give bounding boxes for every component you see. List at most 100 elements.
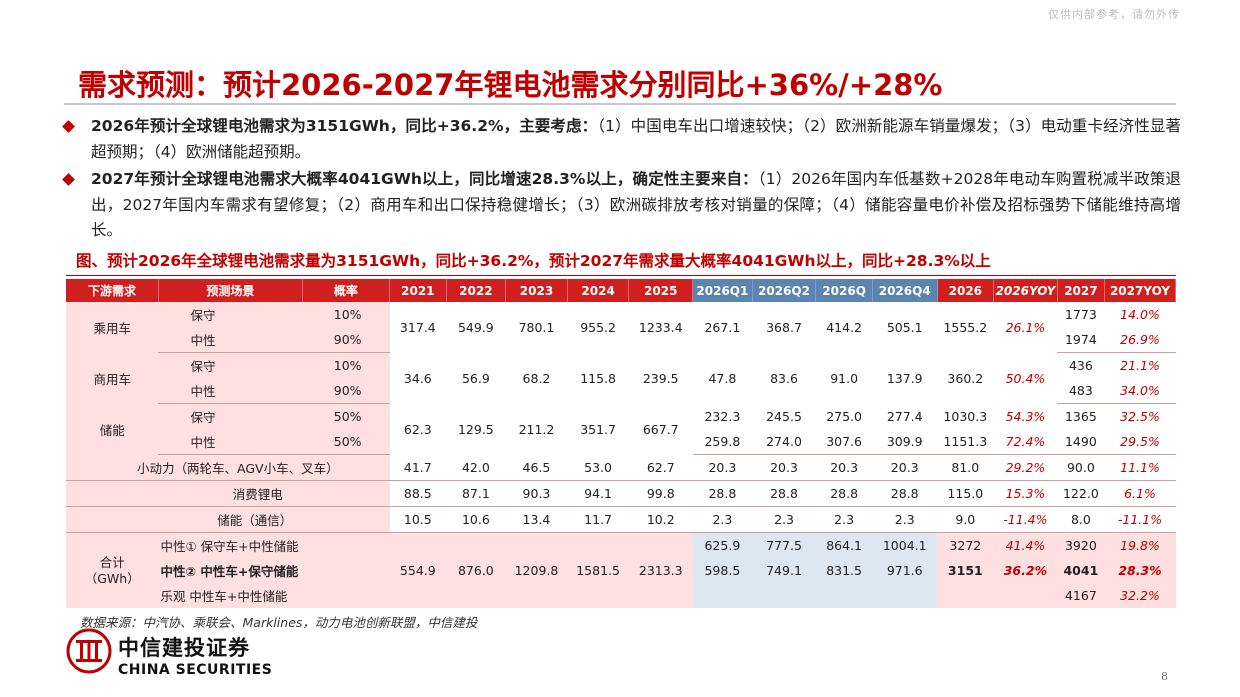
title-divider [64,103,1176,105]
scenario-cell: 中性② 中性车+保守储能 [158,558,390,583]
category-cell: 储能（通信） [66,506,390,533]
empty-cell [872,583,938,608]
category-cell: 小动力（两轮车、AGV小车、叉车） [66,454,390,481]
value-cell: 28.8 [752,480,816,507]
header-cell: 预测场景 [158,279,303,302]
table-row: 消费锂电 88.5 87.1 90.3 94.1 99.8 28.8 28.8 … [66,480,1176,507]
value-cell: 83.6 [770,370,798,386]
table-row: 小动力（两轮车、AGV小车、叉车） 41.7 42.0 46.5 53.0 62… [66,454,1176,481]
value-cell: 780.1 [518,319,555,335]
value-cell: 13.4 [505,506,568,533]
value-cell: 2.3 [872,506,938,533]
value-cell: 309.9 [872,429,938,455]
value-cell: 115.0 [937,480,994,507]
value-cell: 8.0 [1057,506,1105,533]
value-cell: 749.1 [752,558,816,583]
yoy-cell: 28.3% [1104,558,1176,583]
value-cell: 955.2 [580,319,616,335]
table-row: 中性 90% 1974 26.9% [66,327,1176,353]
value-cell: 232.3 [704,408,741,424]
value-cell: 62.3 [403,421,432,437]
header-cell: 2027 [1057,279,1106,302]
header-cell: 2026Q2 [752,279,817,302]
value-cell: 245.5 [766,408,802,424]
header-cell: 2026YOY [993,279,1058,302]
yoy-cell: 54.3% [1005,408,1046,424]
table-row: 中性② 中性车+保守储能 598.5 749.1 831.5 971.6 315… [66,558,1176,583]
value-cell: 53.0 [567,454,629,481]
scenario-cell: 中性 [158,327,303,353]
prob-cell: 50% [302,403,390,429]
yoy-cell: 26.9% [1104,327,1176,353]
page-title: 需求预测：预计2026-2027年锂电池需求分别同比+36%/+28% [78,68,943,102]
value-cell: 90.0 [1057,454,1105,481]
value-cell: 554.9 [389,532,447,608]
value-cell: 307.6 [815,429,873,455]
value-cell: 2313.3 [628,532,693,608]
value-cell: 414.2 [826,319,862,335]
prob-cell: 90% [302,327,390,353]
header-cell: 2023 [505,279,568,302]
value-cell: 598.5 [692,558,753,583]
value-cell: 625.9 [692,532,753,558]
yoy-cell: 26.1% [1005,319,1046,335]
value-cell: 831.5 [815,558,873,583]
bullet-2027-bold: 2027年预计全球锂电池需求大概率4041GWh以上，同比增速28.3%以上，确… [91,170,758,188]
value-cell: 10.2 [628,506,693,533]
value-cell: 62.7 [628,454,693,481]
value-cell: 122.0 [1057,480,1105,507]
header-cell: 2026 [937,279,995,302]
table-row: 中性 50% 259.8 274.0 307.6 309.9 1151.3 72… [66,429,1176,455]
value-cell: 239.5 [642,370,679,386]
diamond-bullet-icon [62,173,75,186]
value-cell: 47.8 [708,370,737,386]
value-cell: 56.9 [461,370,490,386]
empty-cell [752,583,816,608]
value-cell: 46.5 [505,454,568,481]
value-cell: 317.4 [399,319,436,335]
page-number: 8 [1161,670,1168,683]
bullet-2027: 2027年预计全球锂电池需求大概率4041GWh以上，同比增速28.3%以上，确… [62,167,1181,244]
figure-caption: 图、预计2026年全球锂电池需求量为3151GWh，同比+36.2%，预计202… [76,252,991,270]
yoy-cell: 29.2% [993,454,1058,481]
value-cell: 68.2 [522,370,551,386]
value-cell: 4041 [1057,558,1105,583]
value-cell: 275.0 [826,408,862,424]
prob-cell: 10% [302,302,390,327]
value-cell: 3151 [937,558,994,583]
value-cell: 11.7 [567,506,629,533]
header-cell: 下游需求 [66,279,159,302]
header-cell: 2026Q1 [692,279,753,302]
yoy-cell: 72.4% [993,429,1058,455]
scenario-cell: 保守 [158,403,303,429]
value-cell: 115.8 [580,370,616,386]
prob-cell: 50% [302,429,390,455]
value-cell: 88.5 [389,480,447,507]
value-cell: 667.7 [642,421,679,437]
value-cell: 483 [1057,378,1105,404]
yoy-cell: 41.4% [993,532,1058,558]
value-cell: 91.0 [830,370,859,386]
value-cell: 505.1 [886,319,923,335]
value-cell: 277.4 [886,408,923,424]
value-cell: 1365 [1064,409,1097,424]
value-cell: 87.1 [446,480,506,507]
scenario-cell: 保守 [158,302,303,327]
value-cell: 259.8 [692,429,753,455]
value-cell: 777.5 [752,532,816,558]
value-cell: 1773 [1064,307,1097,322]
watermark: 仅供内部参考，请勿外传 [1048,8,1180,21]
category-cell: 消费锂电 [66,480,390,507]
header-cell: 2027YOY [1104,279,1176,302]
value-cell: 2.3 [752,506,816,533]
yoy-cell: 34.0% [1104,378,1176,404]
value-cell: 4167 [1057,583,1105,608]
yoy-cell: 14.0% [1120,307,1160,322]
value-cell: 368.7 [766,319,802,335]
scenario-cell: 保守 [158,352,303,378]
value-cell: 1030.3 [943,408,988,424]
empty-cell [937,583,994,608]
prob-cell: 10% [302,352,390,378]
value-cell: 864.1 [815,532,873,558]
category-cell: 储能 [66,403,159,455]
